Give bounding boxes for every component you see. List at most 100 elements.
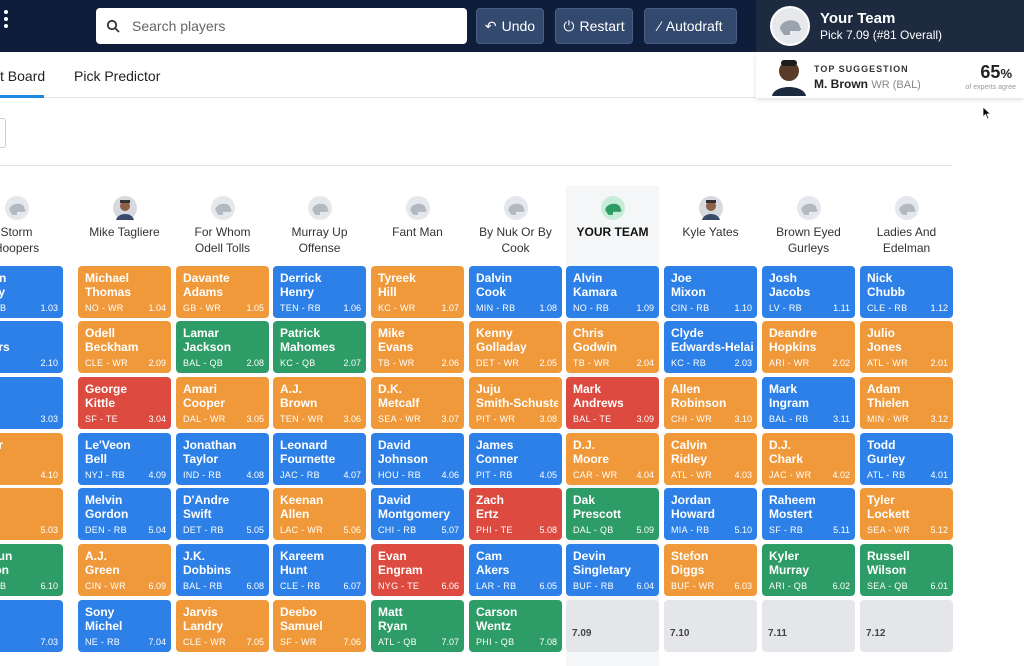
player-card[interactable]: George Kittle SF - TE 3.04: [78, 377, 171, 429]
player-card[interactable]: Derrick Henry TEN - RB 1.06: [273, 266, 366, 318]
player-card[interactable]: Leonard Fournette JAC - RB 4.07: [273, 433, 366, 485]
team-header-3[interactable]: For Whom Odell Tolls: [176, 196, 269, 260]
team-header-9[interactable]: Brown Eyed Gurleys: [762, 196, 855, 260]
player-card[interactable]: Lamar Jackson BAL - QB 2.08: [176, 321, 269, 373]
player-card[interactable]: Jarvis Landry CLE - WR 7.05: [176, 600, 269, 652]
player-card[interactable]: Josh Jacobs LV - RB 1.11: [762, 266, 855, 318]
player-card[interactable]: David Montgomery CHI - RB 5.07: [371, 488, 464, 540]
empty-pick-slot[interactable]: 7.09: [566, 600, 659, 652]
team-header-5[interactable]: Fant Man: [371, 196, 464, 260]
player-card[interactable]: Odell Beckham CLE - WR 2.09: [78, 321, 171, 373]
player-card[interactable]: Tyler Lockett SEA - WR 5.12: [860, 488, 953, 540]
player-card[interactable]: D'Andre Swift DET - RB 5.05: [176, 488, 269, 540]
player-card[interactable]: Raheem Mostert SF - RB 5.11: [762, 488, 855, 540]
player-card[interactable]: Patrick Mahomes KC - QB 2.07: [273, 321, 366, 373]
player-card[interactable]: Matt Ryan ATL - QB 7.07: [371, 600, 464, 652]
player-card[interactable]: Dalvin Cook MIN - RB 1.08: [469, 266, 562, 318]
player-card[interactable]: J.K. Dobbins BAL - RB 6.08: [176, 544, 269, 596]
empty-pick-slot[interactable]: 7.11: [762, 600, 855, 652]
player-card[interactable]: Deandre Hopkins ARI - WR 2.02: [762, 321, 855, 373]
player-card[interactable]: D.K. Metcalf SEA - WR 3.07: [371, 377, 464, 429]
helmet-icon: [210, 196, 235, 220]
pick-number: 5.06: [343, 525, 361, 535]
player-card[interactable]: Julio Jones ATL - WR 2.01: [860, 321, 953, 373]
player-card[interactable]: Chris Godwin TB - WR 2.04: [566, 321, 659, 373]
player-card[interactable]: Dak Prescott DAL - QB 5.09: [566, 488, 659, 540]
player-card[interactable]: Russell Wilson SEA - QB 6.01: [860, 544, 953, 596]
team-header-6[interactable]: By Nuk Or By Cook: [469, 196, 562, 260]
player-card[interactable]: Tyreek Hill KC - WR 1.07: [371, 266, 464, 318]
player-card[interactable]: A.J. Brown TEN - WR 3.06: [273, 377, 366, 429]
player-card[interactable]: Melvin Gordon DEN - RB 5.04: [78, 488, 171, 540]
player-card[interactable]: Alvin Kamara NO - RB 1.09: [566, 266, 659, 318]
menu-icon[interactable]: [4, 10, 10, 28]
player-card[interactable]: Davante Adams GB - WR 1.05: [176, 266, 269, 318]
tab-draft-board[interactable]: t Board: [0, 68, 46, 84]
player-card[interactable]: Carson Wentz PHI - QB 7.08: [469, 600, 562, 652]
player-card[interactable]: Keenan Allen LAC - WR 5.06: [273, 488, 366, 540]
player-card[interactable]: Allen Robinson CHI - WR 3.10: [664, 377, 757, 429]
restart-button[interactable]: ⏻ Restart: [555, 8, 633, 44]
top-suggestion[interactable]: TOP SUGGESTION M. Brown WR (BAL) 65% of …: [756, 52, 1024, 98]
player-card[interactable]: Mark Ingram BAL - RB 3.11: [762, 377, 855, 429]
player-card[interactable]: Michael Thomas NO - WR 1.04: [78, 266, 171, 318]
player-card[interactable]: lesnders 2.10: [0, 321, 63, 373]
player-card[interactable]: Sony Michel NE - RB 7.04: [78, 600, 171, 652]
player-card[interactable]: Deebo Samuel SF - WR 7.06: [273, 600, 366, 652]
player-card[interactable]: Kyler Murray ARI - QB 6.02: [762, 544, 855, 596]
player-card[interactable]: Kenny Golladay DET - WR 2.05: [469, 321, 562, 373]
undo-button[interactable]: ↶ Undo: [476, 8, 544, 44]
player-card[interactable]: Mike Evans TB - WR 2.06: [371, 321, 464, 373]
team-header-8[interactable]: Kyle Yates: [664, 196, 757, 260]
team-header-10[interactable]: Ladies And Edelman: [860, 196, 953, 260]
player-card[interactable]: James Conner PIT - RB 4.05: [469, 433, 562, 485]
player-card[interactable]: Kareem Hunt CLE - RB 6.07: [273, 544, 366, 596]
tab-pick-predictor[interactable]: Pick Predictor: [74, 68, 161, 84]
player-card[interactable]: Devin Singletary BUF - RB 6.04: [566, 544, 659, 596]
player-card[interactable]: Adam Thielen MIN - WR 3.12: [860, 377, 953, 429]
my-team-panel[interactable]: Your Team Pick 7.09 (#81 Overall): [756, 0, 1024, 52]
player-card[interactable]: Le'Veon Bell NYJ - RB 4.09: [78, 433, 171, 485]
player-card[interactable]: Calvin Ridley ATL - WR 4.03: [664, 433, 757, 485]
filter-select[interactable]: [0, 118, 6, 148]
player-card[interactable]: Jonathan Taylor IND - RB 4.08: [176, 433, 269, 485]
player-card[interactable]: Joe Mixon CIN - RB 1.10: [664, 266, 757, 318]
pick-number: 3.07: [441, 414, 459, 424]
player-card[interactable]: D.J. Chark JAC - WR 4.02: [762, 433, 855, 485]
player-card[interactable]: Jordan Howard MIA - RB 5.10: [664, 488, 757, 540]
player-card[interactable]: '.ton 5.03: [0, 488, 63, 540]
player-card[interactable]: Evan Engram NYG - TE 6.06: [371, 544, 464, 596]
player-card[interactable]: shaunatson U - QB 6.10: [0, 544, 63, 596]
player-card[interactable]: A.J. Green CIN - WR 6.09: [78, 544, 171, 596]
player-card[interactable]: stineler 3.03: [0, 377, 63, 429]
player-card[interactable]: Juju Smith-Schuster PIT - WR 3.08: [469, 377, 562, 429]
team-header-2[interactable]: Mike Tagliere: [78, 196, 171, 260]
player-card[interactable]: Mark Andrews BAL - TE 3.09: [566, 377, 659, 429]
pick-number: 2.07: [343, 358, 361, 368]
player-card[interactable]: Todd Gurley ATL - RB 4.01: [860, 433, 953, 485]
autodraft-button[interactable]: ⁄ Autodraft: [644, 8, 737, 44]
player-card[interactable]: Stefon Diggs BUF - WR 6.03: [664, 544, 757, 596]
player-team-position: CAR - WR: [573, 470, 618, 480]
team-header-7[interactable]: YOUR TEAM: [566, 196, 659, 260]
player-card[interactable]: D.J. Moore CAR - WR 4.04: [566, 433, 659, 485]
player-card[interactable]: Cam Akers LAR - RB 6.05: [469, 544, 562, 596]
team-header-1[interactable]: Storm Hoopers: [0, 196, 63, 260]
player-card[interactable]: Nick Chubb CLE - RB 1.12: [860, 266, 953, 318]
player-card[interactable]: Zach Ertz PHI - TE 5.08: [469, 488, 562, 540]
team-header-4[interactable]: Murray Up Offense: [273, 196, 366, 260]
mouse-cursor-icon: [982, 106, 992, 120]
player-card[interactable]: rlonack 7.03: [0, 600, 63, 652]
player-team-position: TEN - RB: [280, 303, 321, 313]
search-box[interactable]: [96, 8, 467, 44]
empty-pick-slot[interactable]: 7.10: [664, 600, 757, 652]
player-card[interactable]: David Johnson HOU - RB 4.06: [371, 433, 464, 485]
empty-pick-slot[interactable]: 7.12: [860, 600, 953, 652]
search-input[interactable]: [132, 18, 432, 34]
player-first-name: shaun: [0, 549, 13, 563]
player-card[interactable]: Amari Cooper DAL - WR 3.05: [176, 377, 269, 429]
player-card[interactable]: quonrkley G - RB 1.03: [0, 266, 63, 318]
player-avatar: [770, 56, 808, 96]
player-card[interactable]: operupp 4.10: [0, 433, 63, 485]
